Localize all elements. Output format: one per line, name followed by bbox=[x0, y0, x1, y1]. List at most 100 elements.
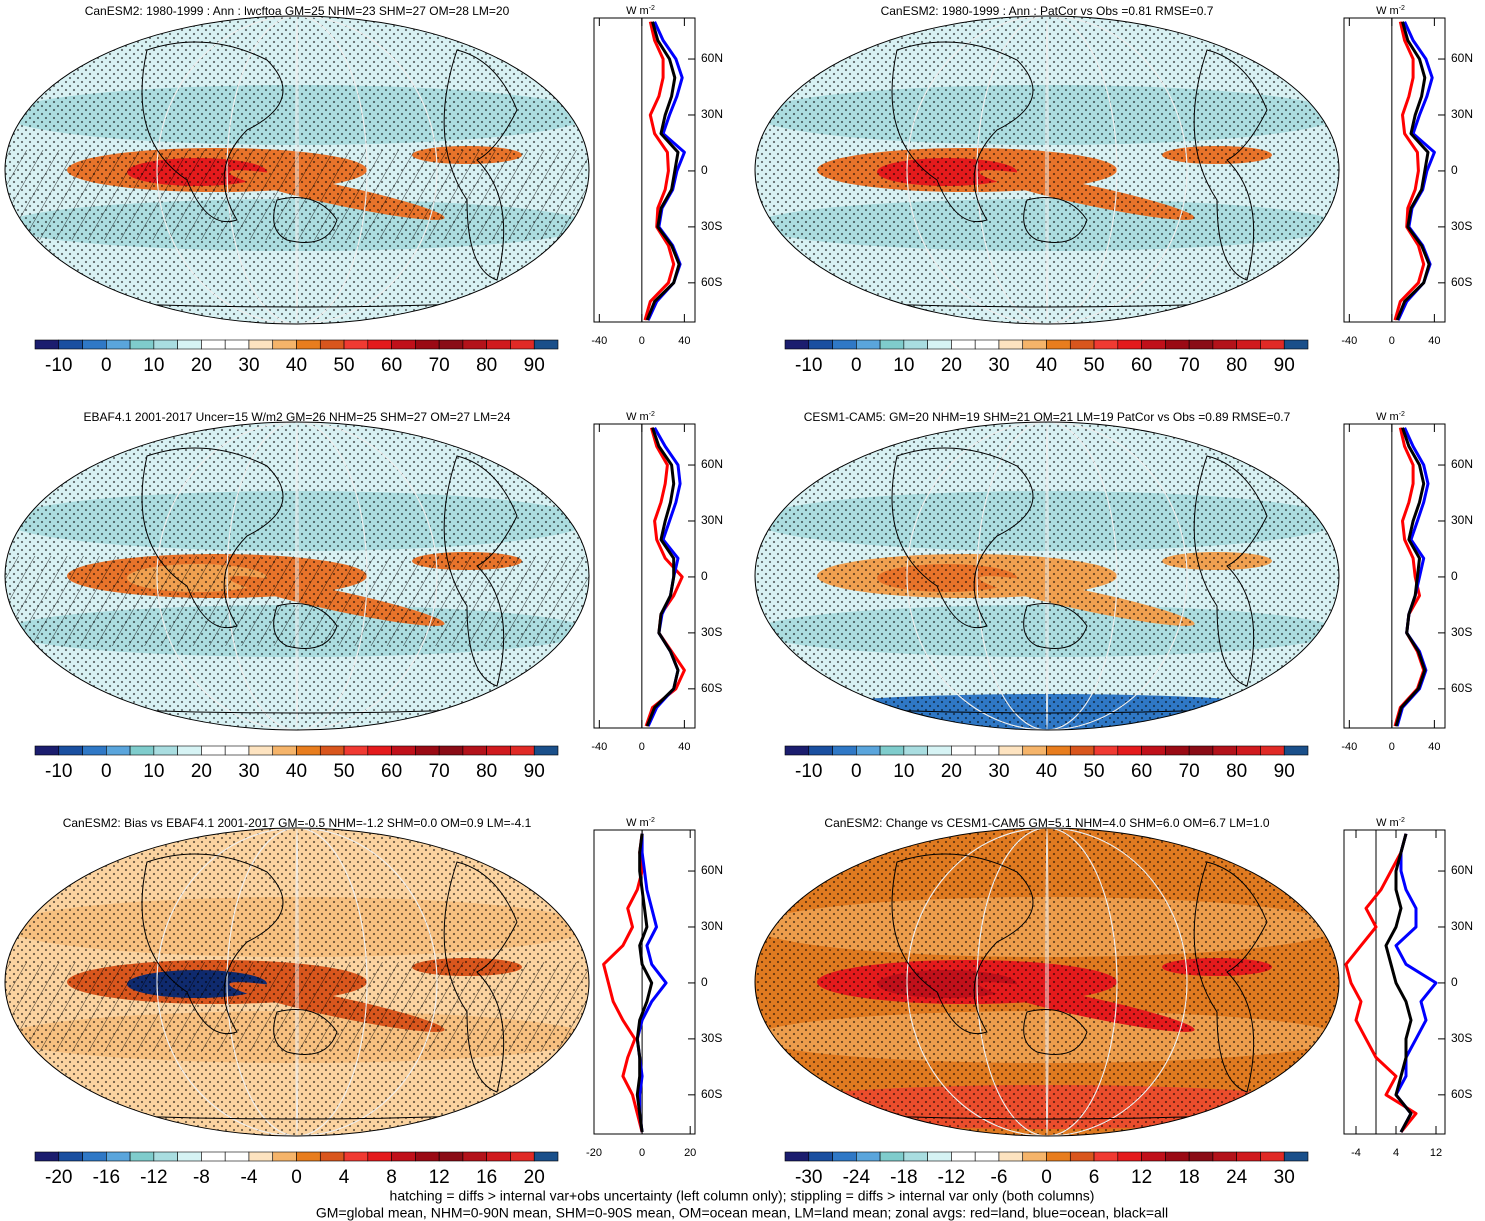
colorbar-label: 12 bbox=[1131, 1167, 1152, 1188]
colorbar-swatch bbox=[248, 1151, 274, 1162]
colorbar-swatch bbox=[1022, 1151, 1047, 1162]
zonal-line bbox=[645, 427, 680, 727]
zonal-frame bbox=[593, 829, 696, 1135]
colorbar-label: 6 bbox=[1089, 1167, 1100, 1188]
y-tick-label: 30S bbox=[1451, 219, 1472, 233]
colorbar-swatch bbox=[343, 745, 369, 756]
colorbar-swatch bbox=[1117, 1151, 1142, 1162]
colorbar-swatch bbox=[319, 339, 345, 350]
colorbar-swatch bbox=[296, 745, 321, 756]
unit: W m bbox=[626, 411, 649, 423]
colorbar-swatch bbox=[272, 339, 297, 350]
panel-title: CanESM2: 1980-1999 : Ann : lwcftoa GM=25… bbox=[85, 4, 510, 18]
colorbar-swatch bbox=[391, 339, 416, 350]
unit-exponent: -2 bbox=[1399, 411, 1405, 418]
panel-title: EBAF4.1 2001-2017 Uncer=15 W/m2 GM=26 NH… bbox=[84, 410, 511, 424]
colorbar-swatch bbox=[343, 339, 369, 350]
map-grid bbox=[906, 422, 1188, 730]
colorbar-swatch bbox=[1069, 339, 1095, 350]
x-tick-label: -20 bbox=[586, 1147, 602, 1159]
colorbar-swatch bbox=[856, 745, 881, 756]
colorbar-swatch bbox=[998, 339, 1024, 350]
colorbar-swatch bbox=[879, 745, 905, 756]
colorbar-swatch bbox=[903, 1151, 928, 1162]
y-tick-label: 60S bbox=[701, 275, 722, 289]
zonal-line bbox=[1394, 427, 1427, 727]
colorbar-swatch bbox=[533, 1151, 559, 1162]
panel-title: CanESM2: 1980-1999 : Ann : PatCor vs Obs… bbox=[881, 4, 1214, 18]
colorbar-swatch bbox=[201, 745, 226, 756]
colorbar-swatch bbox=[82, 1151, 107, 1162]
map bbox=[755, 828, 1339, 1136]
colorbar-label: 20 bbox=[191, 355, 212, 376]
x-tick-label: 0 bbox=[1389, 741, 1395, 753]
colorbar-label: 70 bbox=[429, 761, 450, 782]
colorbar-label: -12 bbox=[938, 1167, 965, 1188]
colorbar-swatch bbox=[224, 339, 250, 350]
colorbar-label: 0 bbox=[101, 761, 112, 782]
colorbar-swatch bbox=[224, 1151, 250, 1162]
colorbar-label: 30 bbox=[988, 761, 1009, 782]
zonal-frame bbox=[593, 423, 696, 729]
colorbar-swatch bbox=[808, 745, 833, 756]
y-tick-label: 60N bbox=[701, 457, 723, 471]
colorbar-label: -4 bbox=[241, 1167, 258, 1188]
coastline bbox=[891, 853, 1034, 1034]
colorbar-swatch bbox=[927, 745, 952, 756]
colorbar-swatch bbox=[153, 1151, 178, 1162]
colorbar-swatch bbox=[201, 339, 226, 350]
colorbar-swatch bbox=[34, 1151, 60, 1162]
colorbar-label: 70 bbox=[429, 355, 450, 376]
map-grid bbox=[295, 422, 299, 730]
colorbar-label: 30 bbox=[1274, 1167, 1295, 1188]
colorbar-swatch bbox=[248, 745, 274, 756]
colorbar-swatch bbox=[438, 745, 464, 756]
colorbar-swatch bbox=[462, 745, 487, 756]
colorbar-swatch bbox=[510, 1151, 535, 1162]
colorbar-swatch bbox=[1141, 339, 1166, 350]
colorbar-label: 20 bbox=[191, 761, 212, 782]
colorbar-label: 70 bbox=[1179, 761, 1200, 782]
colorbar-swatch bbox=[106, 339, 131, 350]
map-border bbox=[4, 421, 590, 731]
map bbox=[755, 422, 1339, 730]
unit-exponent: -2 bbox=[649, 5, 655, 12]
zonal-line bbox=[1384, 833, 1413, 1133]
map-grid bbox=[295, 16, 299, 324]
colorbar-swatch bbox=[856, 339, 881, 350]
colorbar-swatch bbox=[1260, 745, 1285, 756]
colorbar-swatch bbox=[272, 1151, 297, 1162]
colorbar-label: 80 bbox=[1226, 761, 1247, 782]
colorbar-swatch bbox=[1141, 1151, 1166, 1162]
colorbar-swatch bbox=[533, 339, 559, 350]
coastline bbox=[443, 49, 518, 281]
colorbar-label: 90 bbox=[1274, 761, 1295, 782]
coastline bbox=[1193, 49, 1268, 281]
colorbar-swatch bbox=[58, 1151, 83, 1162]
colorbar-label: 80 bbox=[476, 355, 497, 376]
coastline bbox=[891, 41, 1034, 222]
colorbar-swatch bbox=[486, 1151, 511, 1162]
map bbox=[5, 16, 589, 324]
y-tick-label: 0 bbox=[701, 569, 708, 583]
colorbar-swatch bbox=[1093, 1151, 1119, 1162]
colorbar-swatch bbox=[129, 1151, 155, 1162]
colorbar-label: 60 bbox=[1131, 355, 1152, 376]
colorbar-label: 18 bbox=[1179, 1167, 1200, 1188]
colorbar-swatch bbox=[1093, 339, 1119, 350]
coastline bbox=[273, 1009, 338, 1055]
unit: W m bbox=[1376, 817, 1399, 829]
colorbar-label: -18 bbox=[890, 1167, 917, 1188]
colorbar-label: -6 bbox=[991, 1167, 1008, 1188]
map-grid bbox=[295, 828, 299, 1136]
colorbar-swatch bbox=[903, 745, 928, 756]
panel-title: CESM1-CAM5: GM=20 NHM=19 SHM=21 OM=21 LM… bbox=[804, 410, 1291, 424]
y-tick-label: 30N bbox=[1451, 919, 1473, 933]
coastline bbox=[273, 197, 338, 243]
colorbar-swatch bbox=[832, 339, 857, 350]
colorbar-label: 40 bbox=[1036, 761, 1057, 782]
stippling bbox=[755, 828, 1339, 1136]
coastline bbox=[1193, 861, 1268, 1093]
unit: W m bbox=[626, 817, 649, 829]
zonal-line bbox=[644, 427, 686, 727]
